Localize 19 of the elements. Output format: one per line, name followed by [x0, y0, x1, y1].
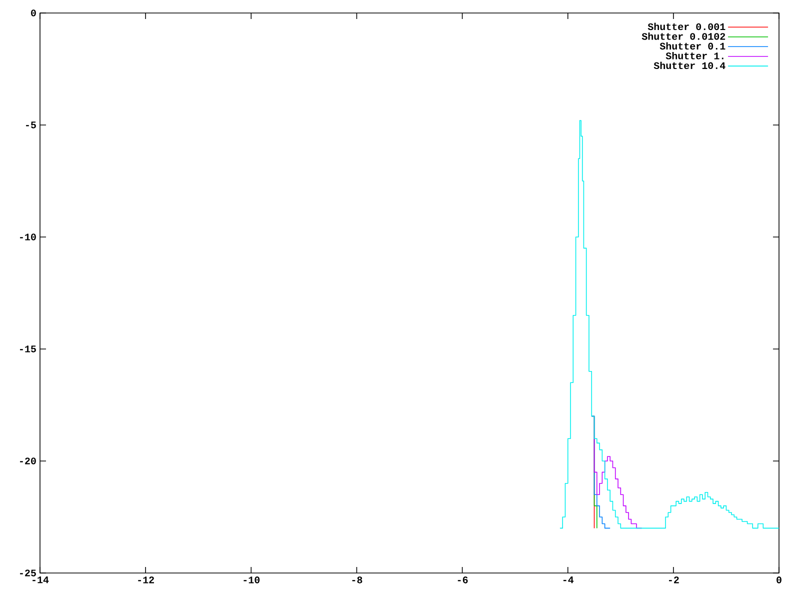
y-tick-label: 0: [31, 10, 36, 16]
x-tick-label: -6: [458, 576, 468, 584]
x-tick-label: -2: [669, 576, 679, 584]
x-tick-label: -10: [244, 576, 260, 584]
legend-label: Shutter 0.001: [648, 22, 726, 30]
legend-label: Shutter 1.: [666, 52, 724, 60]
y-tick-label: -25: [20, 570, 36, 576]
x-tick-label: -8: [352, 576, 362, 584]
legend-label: Shutter 0.0102: [642, 32, 726, 40]
y-tick-label: -20: [20, 458, 36, 464]
x-tick-label: -14: [32, 576, 49, 584]
y-tick-label: -15: [20, 346, 36, 352]
y-tick-label: -10: [20, 234, 36, 240]
x-tick-label: -4: [563, 576, 574, 584]
legend-label: Shutter 10.4: [654, 62, 726, 70]
x-tick-label: 0: [776, 576, 782, 584]
y-tick-label: -5: [26, 122, 36, 128]
x-tick-label: -12: [138, 576, 154, 584]
legend-label: Shutter 0.1: [660, 42, 726, 50]
